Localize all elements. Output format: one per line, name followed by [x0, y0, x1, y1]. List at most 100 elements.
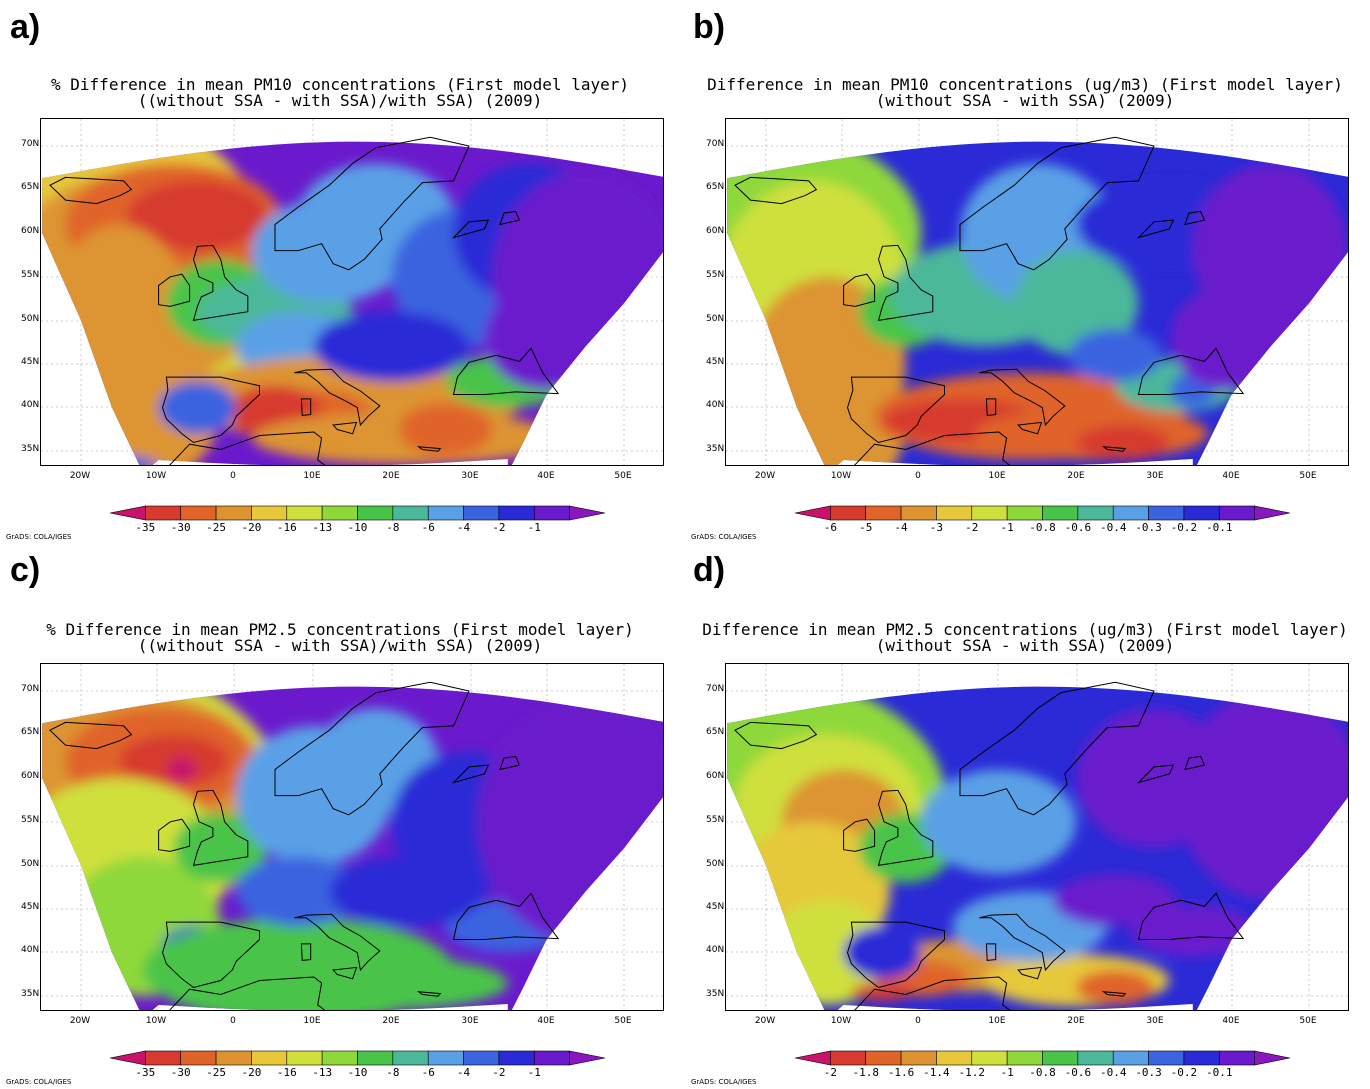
longitude-tick-label: 30E [461, 471, 479, 481]
colorbar-tick-label: -16 [276, 521, 297, 534]
latitude-tick-label: 70N [21, 139, 40, 149]
coastlines [49, 681, 560, 1010]
longitude-tick-label: 20W [754, 471, 776, 481]
coastline [843, 273, 876, 307]
colorbar-tick-label: -10 [347, 521, 368, 534]
map-title-line2: (without SSA - with SSA) (2009) [875, 636, 1175, 655]
panel-letter: b) [693, 8, 726, 46]
latitude-tick-label: 60N [21, 226, 40, 236]
colorbar-bin [1077, 505, 1114, 521]
map-svg [726, 664, 1348, 1010]
panel-c: c) % Difference in mean PM2.5 concentrati… [0, 545, 680, 1086]
coastline [332, 966, 358, 980]
colorbar-bin [1112, 1050, 1149, 1066]
colorbar-bin [1218, 1050, 1255, 1066]
colorbar-tick-label: -0.4 [1099, 521, 1127, 534]
colorbar-tick-label: -30 [170, 521, 191, 534]
colorbar-tick-label: -20 [241, 521, 262, 534]
coastline [1137, 892, 1245, 940]
colorbar-tick-label: -2 [492, 521, 506, 534]
colorbar-tick-label: -6 [421, 521, 435, 534]
colorbar-bin [145, 1050, 182, 1066]
coastline [274, 681, 470, 816]
colorbar-bin [498, 1050, 535, 1066]
colorbar-bin [936, 1050, 973, 1066]
colorbar-tick-label: -0.1 [1206, 1066, 1233, 1079]
field-region [399, 403, 493, 456]
map-title-line1: % Difference in mean PM2.5 concentration… [46, 620, 634, 639]
colorbar-bin [251, 505, 288, 521]
coastline [499, 755, 521, 771]
coastline [1101, 991, 1127, 997]
colorbar-tick-label: -0.2 [1170, 1066, 1198, 1079]
longitude-tick-label: 30E [1146, 471, 1164, 481]
colorbar-tick-label: -0.6 [1064, 521, 1092, 534]
map-title-line1: Difference in mean PM10 concentrations (… [707, 75, 1343, 94]
colorbar-bin [109, 1050, 146, 1066]
coastline [452, 892, 560, 940]
colorbar-bin [971, 1050, 1008, 1066]
colorbar-bin [145, 505, 182, 521]
coastline [158, 818, 191, 852]
latitude-tick-label: 65N [706, 727, 725, 737]
colorbar-bin [286, 505, 323, 521]
longitude-tick-label: 30E [461, 1016, 479, 1026]
map-plot-area [40, 118, 664, 466]
coastline [843, 818, 876, 852]
colorbar-tick-label: -4 [456, 521, 471, 534]
colorbar-tick-label: -1.6 [887, 1066, 915, 1079]
software-credit: GrADS: COLA/IGES [691, 533, 757, 541]
coastline [959, 681, 1155, 816]
colorbar-bin [357, 505, 394, 521]
field-region [1076, 970, 1154, 1005]
colorbar-bin [109, 505, 146, 521]
colorbar-tick-label: -4 [894, 521, 908, 534]
field-region [158, 381, 237, 434]
latitude-tick-label: 35N [706, 989, 725, 999]
panel-letter: a) [10, 8, 41, 46]
map-svg [41, 664, 663, 1010]
colorbar-bin [1077, 1050, 1114, 1066]
colorbar-tick-label: -0.6 [1064, 1066, 1092, 1079]
latitude-tick-label: 55N [706, 270, 725, 280]
longitude-tick-label: 10W [830, 471, 852, 481]
field-region [166, 756, 198, 783]
colorbar-tick-label: -13 [312, 521, 333, 534]
map-plot-area [725, 663, 1349, 1011]
coastline [49, 176, 133, 205]
colorbar-tick-label: -2 [823, 1066, 837, 1079]
colorbar-tick-label: -1 [527, 1066, 541, 1079]
longitude-tick-label: 50E [614, 1016, 632, 1026]
colorbar-tick-label: -0.2 [1170, 521, 1198, 534]
longitude-tick-label: 20E [1067, 471, 1085, 481]
latitude-tick-label: 60N [706, 771, 725, 781]
colorbar-tick-label: -1.8 [852, 1066, 879, 1079]
colorbar-bin [215, 1050, 252, 1066]
coastline [959, 136, 1155, 271]
coastline [192, 244, 249, 322]
coastline [877, 244, 934, 322]
colorbar-tick-label: -1 [1000, 1066, 1014, 1079]
concentration-field [42, 141, 663, 465]
longitude-tick-label: 20W [69, 1016, 91, 1026]
colorbar-bin [1006, 505, 1043, 521]
longitude-tick-label: 40E [537, 1016, 555, 1026]
concentration-field [42, 686, 663, 1010]
field-region [843, 926, 922, 979]
colorbar-bin [1183, 505, 1220, 521]
coastline [1136, 764, 1175, 784]
concentration-field [727, 686, 1348, 1010]
map-title-line1: Difference in mean PM2.5 concentrations … [702, 620, 1348, 639]
software-credit: GrADS: COLA/IGES [6, 1078, 72, 1086]
colorbar-bin [794, 1050, 831, 1066]
latitude-tick-label: 50N [706, 859, 725, 869]
colorbar-tick-label: -0.4 [1099, 1066, 1127, 1079]
latitude-tick-label: 60N [706, 226, 725, 236]
latitude-tick-label: 55N [706, 815, 725, 825]
field-region [275, 956, 508, 1010]
colorbar-tick-label: -10 [347, 1066, 368, 1079]
coastline [169, 976, 326, 1010]
longitude-tick-label: 40E [1222, 1016, 1240, 1026]
latitude-tick-label: 40N [706, 945, 725, 955]
colorbar-bin [1148, 505, 1185, 521]
